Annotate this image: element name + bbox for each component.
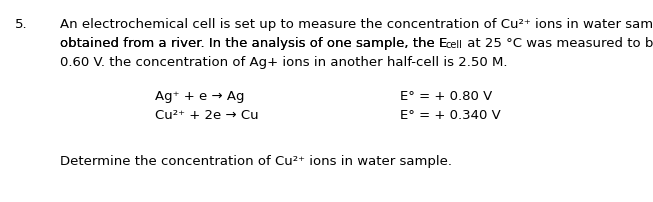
Text: 5.: 5.: [15, 18, 27, 31]
Text: Cu²⁺ + 2e → Cu: Cu²⁺ + 2e → Cu: [155, 109, 259, 122]
Text: at 25 °C was measured to be: at 25 °C was measured to be: [463, 37, 653, 50]
Text: An electrochemical cell is set up to measure the concentration of Cu²⁺ ions in w: An electrochemical cell is set up to mea…: [60, 18, 653, 31]
Text: obtained from a river. In the analysis of one sample, the E: obtained from a river. In the analysis o…: [60, 37, 447, 50]
Text: obtained from a river. In the analysis of one sample, the E: obtained from a river. In the analysis o…: [60, 37, 447, 50]
Text: 0.60 V. the concentration of Ag+ ions in another half-cell is 2.50 M.: 0.60 V. the concentration of Ag+ ions in…: [60, 56, 507, 69]
Text: Determine the concentration of Cu²⁺ ions in water sample.: Determine the concentration of Cu²⁺ ions…: [60, 155, 452, 168]
Text: E° = + 0.340 V: E° = + 0.340 V: [400, 109, 501, 122]
Text: cell: cell: [445, 40, 462, 50]
Text: Ag⁺ + e → Ag: Ag⁺ + e → Ag: [155, 90, 244, 103]
Text: E° = + 0.80 V: E° = + 0.80 V: [400, 90, 492, 103]
